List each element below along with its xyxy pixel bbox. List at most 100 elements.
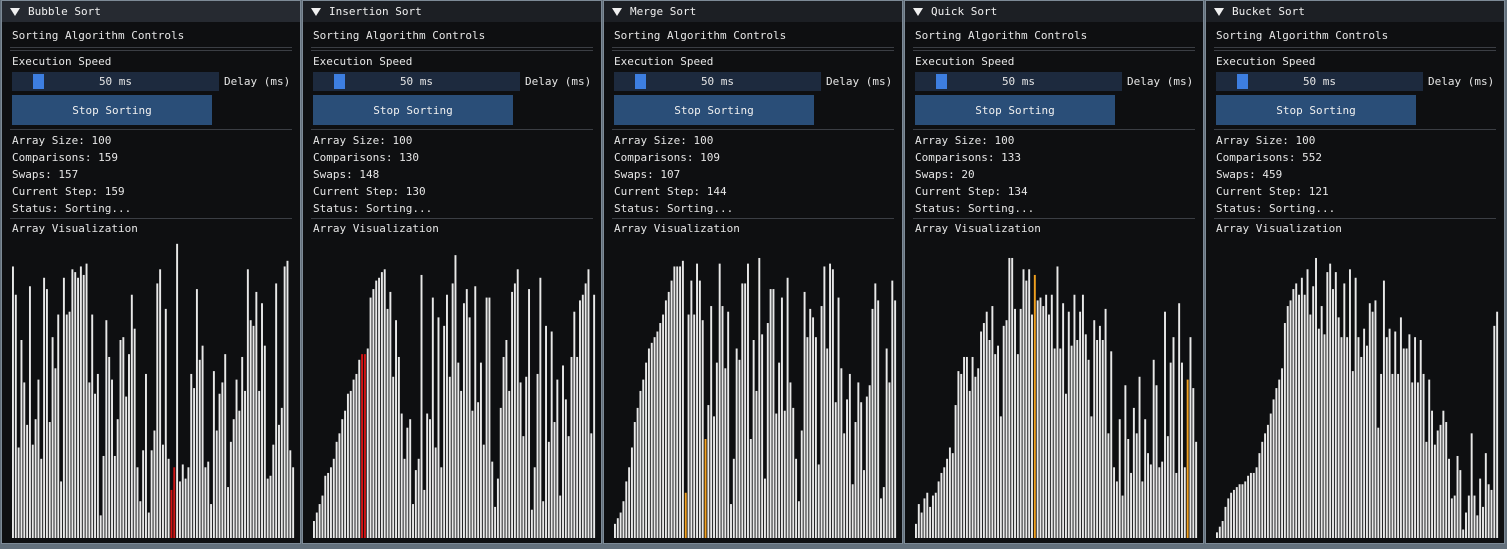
array-bar	[1433, 444, 1436, 538]
array-bar	[108, 356, 111, 538]
separator	[1214, 50, 1496, 51]
array-bar	[164, 308, 167, 538]
array-bar	[31, 444, 34, 538]
array-bar	[1496, 311, 1499, 538]
array-bar	[263, 345, 266, 538]
speed-slider[interactable]: 50 ms	[614, 72, 821, 91]
array-bar	[587, 269, 590, 538]
array-bar	[732, 458, 735, 538]
array-bar	[1269, 413, 1272, 538]
array-bar	[1286, 306, 1289, 538]
array-bar	[547, 441, 550, 538]
array-bar	[139, 501, 142, 538]
array-bar	[1218, 526, 1221, 538]
array-bar	[51, 337, 54, 538]
stop-sorting-button[interactable]: Stop Sorting	[1216, 95, 1416, 125]
collapse-arrow-icon[interactable]	[913, 7, 923, 16]
slider-grab[interactable]	[635, 74, 647, 89]
window-content: Sorting Algorithm Controls Execution Spe…	[1214, 22, 1499, 543]
stop-sorting-button[interactable]: Stop Sorting	[313, 95, 513, 125]
array-bar	[1453, 495, 1456, 538]
collapse-arrow-icon[interactable]	[1214, 7, 1224, 16]
collapse-arrow-icon[interactable]	[311, 7, 321, 16]
array-bar	[1249, 472, 1252, 538]
array-bar	[329, 467, 332, 538]
array-bar	[252, 325, 255, 538]
array-bar	[1382, 280, 1385, 538]
array-bar	[679, 266, 682, 538]
separator	[1214, 47, 1496, 48]
stop-sorting-button[interactable]: Stop Sorting	[915, 95, 1115, 125]
stop-sorting-button[interactable]: Stop Sorting	[12, 95, 212, 125]
slider-grab[interactable]	[334, 74, 346, 89]
separator	[10, 129, 292, 130]
array-bar	[335, 441, 338, 538]
array-bar	[573, 311, 576, 538]
array-bar	[713, 416, 715, 538]
array-bar	[1397, 373, 1400, 538]
array-bar	[1081, 294, 1084, 538]
array-bar	[775, 413, 778, 538]
slider-grab[interactable]	[33, 74, 45, 89]
speed-slider[interactable]: 50 ms	[313, 72, 520, 91]
array-bar	[863, 470, 865, 538]
array-bar	[176, 243, 179, 538]
delay-label: Delay (ms)	[1127, 75, 1194, 88]
status-text: Status: Sorting...	[614, 202, 734, 215]
speed-slider[interactable]: 50 ms	[1216, 72, 1423, 91]
bars-svg	[614, 257, 897, 538]
array-bar	[882, 487, 885, 538]
array-bar	[215, 430, 218, 538]
array-bar	[1247, 475, 1250, 538]
array-bar	[1385, 337, 1388, 538]
window-title-bar[interactable]: Bubble Sort	[2, 1, 300, 22]
array-bar	[1414, 337, 1417, 538]
array-bar	[826, 348, 829, 538]
collapse-arrow-icon[interactable]	[612, 7, 622, 16]
window-title-bar[interactable]: Bucket Sort	[1206, 1, 1504, 22]
array-bar	[238, 410, 241, 538]
array-bar	[991, 306, 994, 538]
array-bar	[1124, 385, 1127, 538]
slider-grab[interactable]	[936, 74, 948, 89]
array-bar	[769, 289, 772, 538]
array-bar	[763, 478, 766, 538]
array-bar	[854, 422, 857, 538]
visualization-heading: Array Visualization	[12, 222, 138, 235]
speed-slider[interactable]: 50 ms	[915, 72, 1122, 91]
delay-label: Delay (ms)	[224, 75, 291, 88]
speed-slider[interactable]: 50 ms	[12, 72, 219, 91]
array-bar	[789, 382, 792, 538]
array-bar	[829, 263, 832, 538]
array-bar	[564, 399, 567, 538]
highlighted-bar	[173, 467, 176, 538]
window-title-bar[interactable]: Merge Sort	[604, 1, 902, 22]
array-bar	[71, 269, 74, 538]
array-bar	[1300, 277, 1303, 538]
array-bar	[1343, 283, 1346, 538]
array-bar	[817, 464, 820, 538]
window-title: Bucket Sort	[1232, 5, 1305, 18]
separator	[1214, 129, 1496, 130]
array-bar	[1264, 433, 1267, 538]
array-bar	[707, 405, 710, 538]
stop-sorting-button[interactable]: Stop Sorting	[614, 95, 814, 125]
array-bar	[1405, 348, 1408, 538]
array-bar	[982, 323, 985, 538]
separator	[10, 218, 292, 219]
array-bar	[1098, 325, 1101, 538]
collapse-arrow-icon[interactable]	[10, 7, 20, 16]
array-bar	[940, 472, 943, 538]
array-bar	[494, 506, 497, 538]
slider-grab[interactable]	[1237, 74, 1249, 89]
array-bar	[556, 379, 559, 538]
array-bar	[1388, 328, 1391, 538]
array-bar	[272, 444, 275, 538]
window-title-bar[interactable]: Insertion Sort	[303, 1, 601, 22]
array-bar	[1230, 492, 1233, 538]
bars-svg	[1216, 257, 1499, 538]
array-bar	[1448, 458, 1450, 538]
array-bar	[943, 467, 946, 538]
array-bar	[1045, 294, 1048, 538]
window-title-bar[interactable]: Quick Sort	[905, 1, 1203, 22]
